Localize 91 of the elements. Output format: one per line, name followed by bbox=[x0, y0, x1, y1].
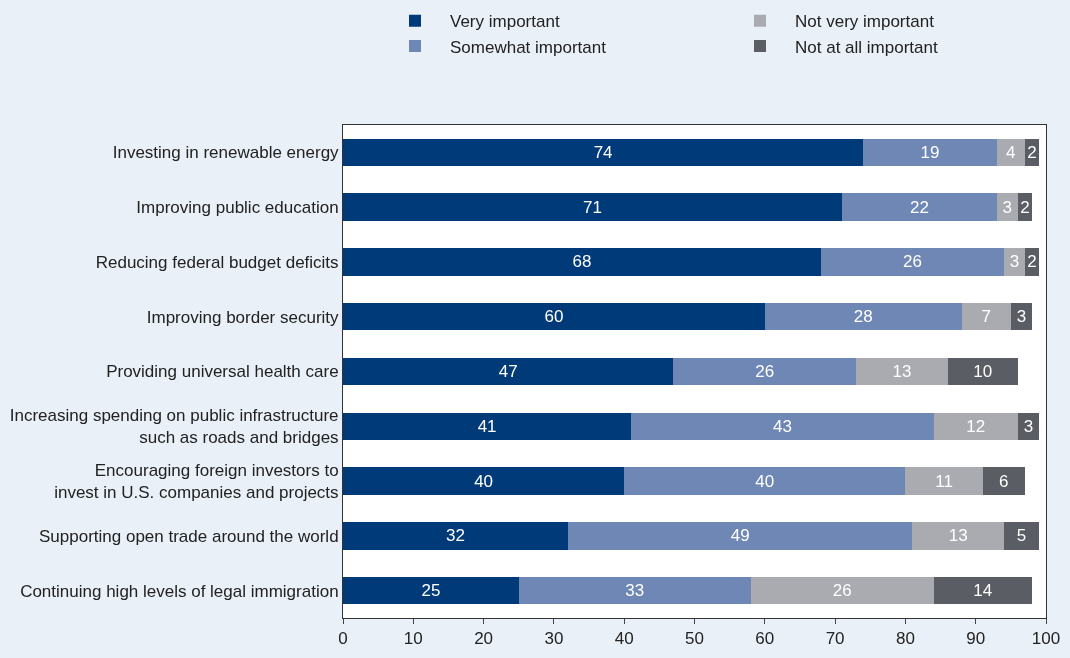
bar bbox=[673, 357, 857, 386]
data-label: 13 bbox=[892, 362, 912, 381]
bar bbox=[982, 467, 1025, 495]
y-tick-label: Providing universal health care bbox=[106, 362, 339, 382]
data-label: 33 bbox=[625, 581, 645, 601]
x-tick-label: 90 bbox=[966, 629, 986, 649]
legend-label: Very important bbox=[450, 12, 560, 32]
y-tick-label: Improving border security bbox=[146, 307, 340, 327]
x-tick-label: 50 bbox=[685, 629, 704, 649]
y-tick-label: Increasing spending on public infrastructure such as roads and bridges bbox=[9, 406, 339, 448]
data-label: 3 bbox=[1009, 252, 1020, 272]
bar bbox=[961, 303, 1011, 331]
data-label: 32 bbox=[446, 526, 465, 546]
data-label: 5 bbox=[1016, 526, 1027, 546]
legend-label: Somewhat important bbox=[450, 37, 607, 57]
data-label: 60 bbox=[544, 307, 564, 327]
data-label: 3 bbox=[1023, 416, 1034, 436]
data-label: 2 bbox=[1027, 142, 1037, 162]
bar bbox=[947, 357, 1018, 386]
data-label: 14 bbox=[973, 581, 993, 601]
y-tick-label: Reducing federal budget deficits bbox=[95, 252, 339, 272]
y-tick-label: Improving public education bbox=[136, 198, 339, 218]
data-label: 11 bbox=[935, 471, 953, 491]
data-label: 3 bbox=[1002, 197, 1013, 217]
x-tick-label: 100 bbox=[1031, 629, 1061, 649]
x-tick-label: 30 bbox=[544, 629, 564, 649]
bar bbox=[343, 303, 765, 331]
data-label: 4 bbox=[1006, 142, 1016, 162]
data-label: 47 bbox=[498, 362, 518, 381]
bar bbox=[912, 522, 1004, 550]
bar bbox=[343, 357, 674, 386]
data-label: 71 bbox=[583, 197, 603, 217]
bar bbox=[343, 576, 519, 605]
y-tick-label: Encouraging foreign investors to invest in U.S. companies and projects bbox=[54, 460, 339, 503]
data-label: 2 bbox=[1027, 252, 1037, 272]
y-tick-label: Supporting open trade around the world bbox=[38, 526, 339, 546]
data-label: 28 bbox=[853, 307, 873, 327]
bar bbox=[343, 522, 568, 550]
data-label: 26 bbox=[902, 252, 922, 272]
data-label: 2 bbox=[1020, 197, 1030, 217]
data-label: 68 bbox=[572, 252, 592, 272]
x-tick-label: 80 bbox=[895, 629, 915, 649]
y-tick-label: Continuing high levels of legal immigration bbox=[20, 581, 339, 601]
data-label: 22 bbox=[910, 197, 929, 217]
bar bbox=[996, 138, 1025, 167]
data-label: 25 bbox=[421, 581, 441, 601]
bar bbox=[631, 412, 934, 440]
data-label: 40 bbox=[755, 471, 775, 491]
bar bbox=[750, 576, 934, 605]
bar bbox=[933, 576, 1032, 605]
bar bbox=[764, 303, 962, 331]
bar bbox=[343, 467, 625, 495]
bar bbox=[842, 193, 997, 221]
data-label: 13 bbox=[948, 526, 968, 546]
data-label: 26 bbox=[832, 581, 852, 601]
bar bbox=[863, 138, 997, 167]
data-label: 26 bbox=[755, 362, 775, 381]
x-tick-label: 20 bbox=[474, 629, 494, 649]
x-tick-label: 70 bbox=[825, 629, 845, 649]
data-label: 3 bbox=[1016, 307, 1027, 327]
bar bbox=[343, 138, 864, 167]
data-label: 10 bbox=[973, 362, 993, 381]
data-label: 19 bbox=[920, 142, 940, 162]
bar bbox=[933, 412, 1018, 440]
bar bbox=[905, 467, 983, 495]
bar bbox=[343, 248, 822, 276]
bar bbox=[567, 522, 913, 550]
legend-label: Not at all important bbox=[795, 37, 938, 57]
bar bbox=[821, 248, 1004, 276]
data-label: 43 bbox=[772, 416, 792, 436]
bar bbox=[856, 357, 948, 386]
bar bbox=[343, 193, 843, 221]
bar bbox=[518, 576, 751, 605]
legend-label: Not very important bbox=[795, 12, 935, 32]
data-label: 7 bbox=[981, 307, 991, 327]
data-label: 49 bbox=[730, 526, 750, 546]
data-label: 6 bbox=[999, 471, 1009, 491]
bar bbox=[996, 193, 1018, 221]
data-label: 40 bbox=[474, 471, 494, 491]
bar bbox=[624, 467, 906, 495]
y-tick-label: Investing in renewable energy bbox=[112, 143, 340, 163]
bar bbox=[1003, 248, 1025, 276]
data-label: 74 bbox=[593, 142, 613, 162]
bar bbox=[343, 412, 632, 440]
bar bbox=[1003, 522, 1039, 550]
data-label: 41 bbox=[477, 416, 497, 436]
x-tick-label: 60 bbox=[755, 629, 775, 649]
data-label: 12 bbox=[966, 416, 986, 436]
x-tick-label: 40 bbox=[614, 629, 634, 649]
x-tick-label: 10 bbox=[403, 629, 423, 649]
x-tick-label: 0 bbox=[338, 629, 348, 649]
